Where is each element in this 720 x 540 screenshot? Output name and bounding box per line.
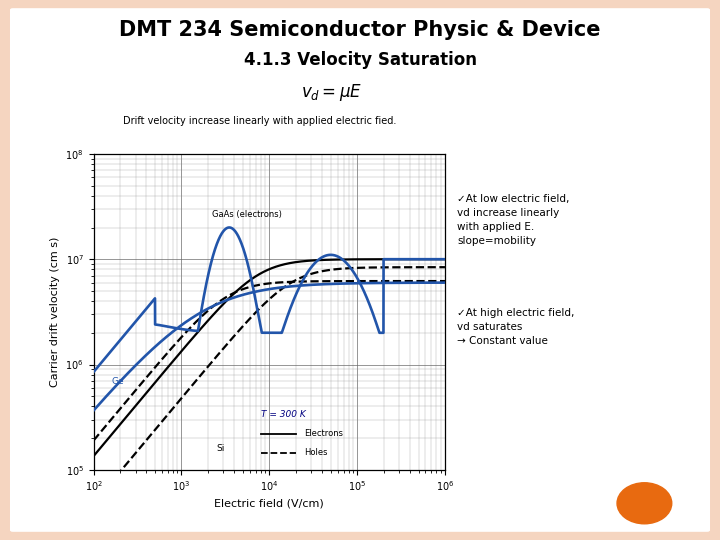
Text: Electrons: Electrons	[305, 429, 343, 438]
Circle shape	[617, 483, 672, 524]
Text: Ge: Ge	[112, 377, 124, 386]
Text: 4.1.3 Velocity Saturation: 4.1.3 Velocity Saturation	[243, 51, 477, 70]
Text: ✓At low electric field,
vd increase linearly
with applied E.
slope=mobility: ✓At low electric field, vd increase line…	[457, 194, 570, 246]
Text: T = 300 K: T = 300 K	[261, 410, 305, 418]
Text: GaAs (electrons): GaAs (electrons)	[212, 210, 282, 219]
Text: DMT 234 Semiconductor Physic & Device: DMT 234 Semiconductor Physic & Device	[120, 19, 600, 40]
Text: Holes: Holes	[305, 448, 328, 457]
Text: $v_d = \mu E$: $v_d = \mu E$	[301, 83, 361, 103]
Text: Si: Si	[217, 444, 225, 453]
FancyBboxPatch shape	[7, 5, 713, 535]
Text: ✓At high electric field,
vd saturates
→ Constant value: ✓At high electric field, vd saturates → …	[457, 308, 575, 346]
Text: Drift velocity increase linearly with applied electric fied.: Drift velocity increase linearly with ap…	[122, 117, 396, 126]
Y-axis label: Carrier drift velocity (cm s): Carrier drift velocity (cm s)	[50, 237, 60, 387]
X-axis label: Electric field (V/cm): Electric field (V/cm)	[215, 499, 324, 509]
